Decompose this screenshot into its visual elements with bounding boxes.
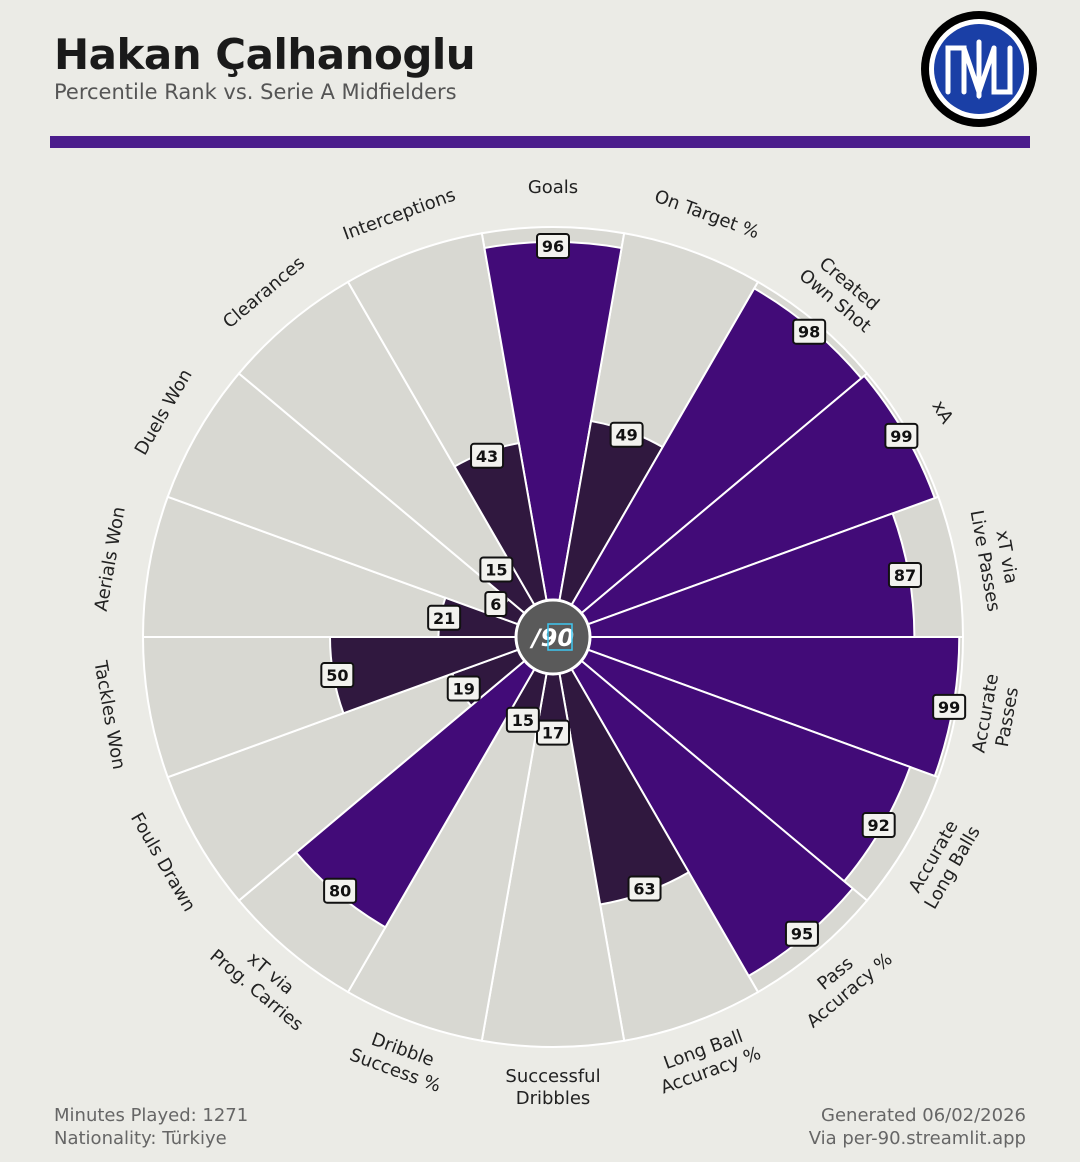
value-label-box [427,604,462,631]
value-label: 50 [326,666,348,685]
category-label-line: Interceptions [340,185,458,245]
category-label: Duels Won [131,366,197,459]
value-label-box [323,877,358,904]
value-label-box [479,556,514,583]
page-subtitle: Percentile Rank vs. Serie A Midfielders [54,80,457,104]
value-label: 43 [476,447,498,466]
center-hub [514,598,592,676]
value-label-box [884,422,919,449]
minutes-played: Minutes Played: 1271 [54,1105,249,1126]
value-label-box [932,693,967,720]
category-label: DribbleSuccess % [347,1024,451,1097]
value-label-box [470,442,505,469]
value-label: 6 [490,595,501,614]
value-label-box [887,561,922,588]
category-label: Successful Dribbles [505,1066,600,1109]
value-label-box [609,421,644,448]
value-label: 15 [485,561,507,580]
category-label: xT viaLive Passes [966,505,1026,614]
category-label-line: xA [927,397,957,428]
footer-right: Generated 06/02/2026 Via per-90.streamli… [809,1104,1026,1150]
value-label: 49 [615,426,637,445]
category-label: Aerials Won [91,505,130,613]
value-label: 99 [890,427,912,446]
value-label: 92 [868,816,890,835]
category-label: Tackles Won [89,658,129,771]
value-label-box [484,591,508,617]
category-label: Goals [528,177,578,198]
category-label: Long BallAccuracy % [650,1022,763,1098]
value-label-box [627,875,662,902]
page-title: Hakan Çalhanoglu [54,30,476,79]
value-label-box [446,675,481,702]
category-label-line: On Target % [652,186,762,243]
category-label: xA [927,397,957,428]
header-divider [50,136,1030,148]
value-label: 19 [453,680,475,699]
value-label-box [320,662,355,689]
value-label: 99 [938,698,960,717]
value-label-box [536,232,570,259]
center-logo-accent [547,623,573,651]
value-label: 96 [542,237,564,256]
source-link: Via per-90.streamlit.app [808,1128,1026,1149]
category-label: Interceptions [340,185,458,245]
category-label-line: Successful [505,1066,600,1087]
category-label-line: Aerials Won [91,505,130,613]
value-label: 63 [633,879,655,898]
category-label: AccuratePasses [969,672,1025,758]
value-label: 80 [329,882,351,901]
category-label: On Target % [652,186,762,243]
category-label-line: Dribbles [516,1088,591,1109]
category-label-line: Duels Won [131,366,197,459]
value-label-box [505,706,540,733]
value-label-box [792,318,827,345]
value-label-box [861,812,896,839]
category-label-line: Tackles Won [89,658,129,771]
value-label: 21 [433,609,455,628]
generated-date: Generated 06/02/2026 [821,1105,1026,1126]
category-label-line: Goals [528,177,578,198]
center-logo-text: /90 [529,624,574,652]
nationality: Nationality: Türkiye [54,1128,227,1149]
value-label: 95 [791,925,813,944]
footer-left: Minutes Played: 1271 Nationality: Türkiy… [54,1104,248,1150]
value-label: 17 [542,724,564,743]
value-label: 87 [894,566,916,585]
value-label: 98 [798,323,820,342]
value-label: 15 [512,711,534,730]
club-logo-icon [921,11,1037,127]
value-label-box [784,920,819,947]
